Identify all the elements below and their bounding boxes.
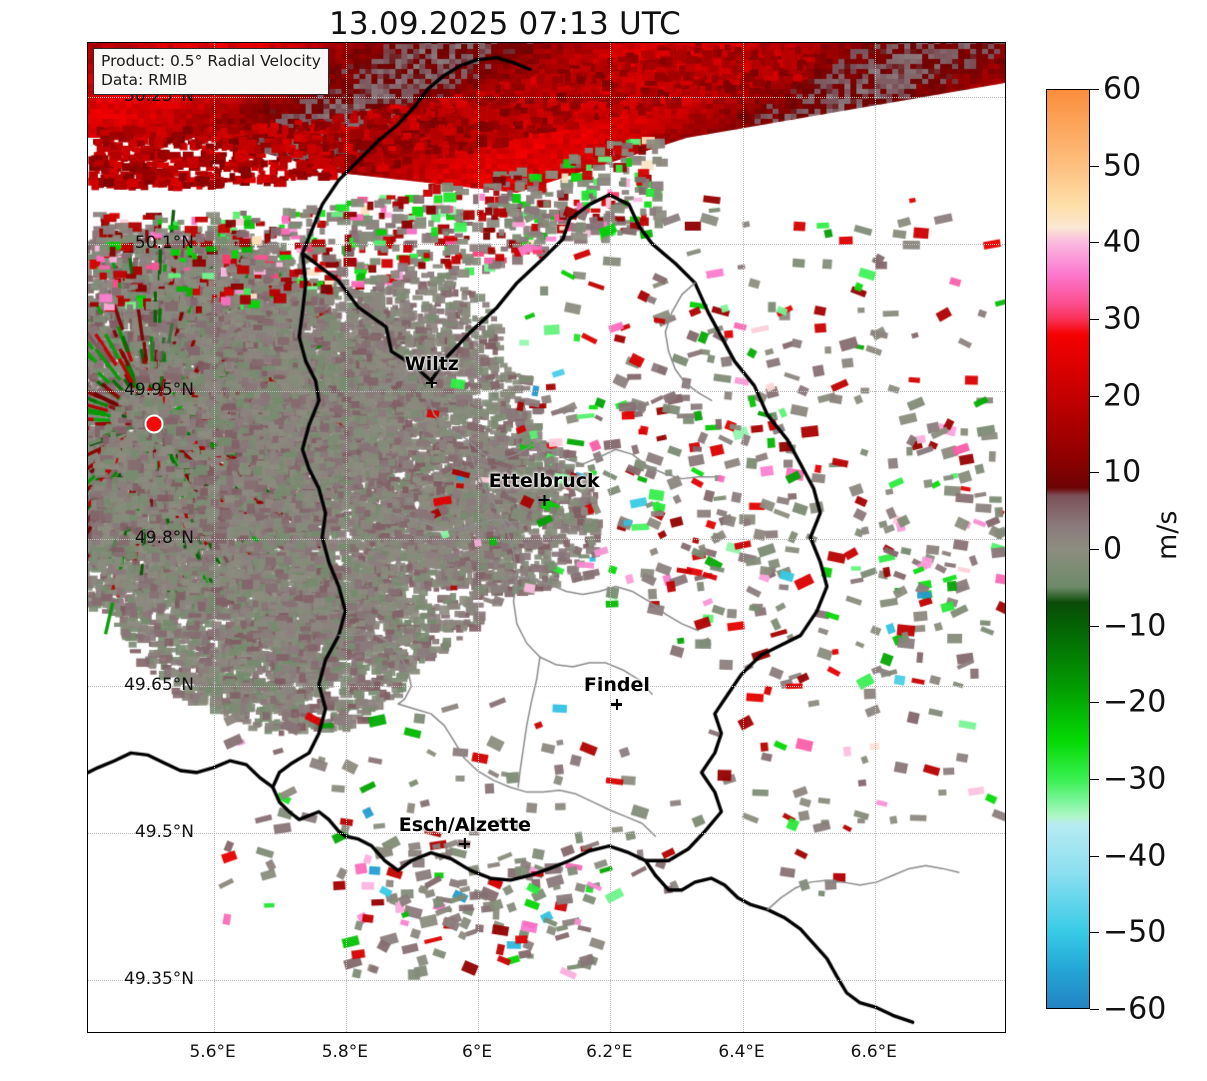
radar-site-marker[interactable] bbox=[144, 414, 164, 434]
colorbar-tick-label: 20 bbox=[1103, 378, 1142, 414]
gridline-lat-2 bbox=[88, 391, 1005, 393]
gridline-lon-3 bbox=[610, 43, 612, 1032]
gridline-lat-5 bbox=[88, 832, 1005, 834]
colorbar-tick bbox=[1090, 89, 1099, 90]
city-label-wiltz: Wiltz bbox=[405, 353, 459, 390]
city-name: Esch/Alzette bbox=[398, 813, 531, 836]
colorbar-tick-label: 0 bbox=[1103, 531, 1123, 567]
info-product-line: Product: 0.5° Radial Velocity bbox=[101, 52, 321, 70]
colorbar-tick bbox=[1090, 625, 1099, 627]
city-cross-icon bbox=[405, 376, 459, 390]
gridline-lon-4 bbox=[742, 43, 744, 1032]
x-axis-tick-label: 5.6°E bbox=[189, 1042, 236, 1062]
city-label-ettelbruck: Ettelbruck bbox=[489, 470, 600, 507]
colorbar-tick bbox=[1090, 702, 1099, 704]
gridline-lon-2 bbox=[478, 43, 480, 1032]
gridline-lon-5 bbox=[874, 43, 876, 1032]
y-axis-tick-label: 50.1°N bbox=[134, 233, 194, 254]
y-axis-tick-label: 49.8°N bbox=[134, 527, 194, 548]
x-axis-tick-label: 6.2°E bbox=[586, 1042, 633, 1062]
colorbar-unit-label: m/s bbox=[1152, 510, 1183, 560]
x-axis-tick-label: 6.6°E bbox=[850, 1042, 897, 1062]
colorbar-tick bbox=[1090, 319, 1099, 320]
x-axis-tick-label: 6.4°E bbox=[718, 1042, 765, 1062]
colorbar-tick-label: 50 bbox=[1103, 148, 1142, 184]
colorbar: 60 50 40 30 20 10 0 −10 −20 −30 −40 −50 −60 bbox=[1046, 72, 1166, 1027]
y-axis-tick-label: 49.65°N bbox=[124, 674, 194, 695]
x-axis-tick-label: 6°E bbox=[462, 1042, 493, 1062]
colorbar-gradient bbox=[1046, 89, 1090, 1009]
x-axis-tick-label: 5.8°E bbox=[321, 1042, 368, 1062]
city-name: Ettelbruck bbox=[488, 470, 600, 493]
gridline-lon-1 bbox=[345, 43, 347, 1032]
colorbar-tick-label: 30 bbox=[1103, 301, 1142, 337]
city-cross-icon bbox=[489, 493, 600, 507]
gridline-lat-1 bbox=[88, 244, 1005, 246]
colorbar-tick-label: 60 bbox=[1103, 71, 1142, 107]
colorbar-tick bbox=[1090, 395, 1099, 397]
city-cross-icon bbox=[399, 837, 531, 851]
page-title: 13.09.2025 07:13 UTC bbox=[329, 6, 681, 42]
info-data-line: Data: RMIB bbox=[101, 71, 188, 89]
colorbar-tick bbox=[1090, 549, 1099, 550]
colorbar-tick bbox=[1090, 932, 1099, 934]
gridline-lat-0 bbox=[88, 96, 1005, 98]
colorbar-tick bbox=[1090, 1009, 1099, 1010]
gridline-lat-6 bbox=[88, 980, 1005, 982]
gridline-lat-3 bbox=[88, 538, 1005, 540]
colorbar-tick bbox=[1090, 165, 1099, 167]
y-axis-tick-label: 49.95°N bbox=[124, 380, 194, 401]
gridline-lat-4 bbox=[88, 685, 1005, 687]
colorbar-tick-label: −60 bbox=[1103, 991, 1167, 1027]
product-info-box: Product: 0.5° Radial Velocity Data: RMIB bbox=[93, 48, 329, 95]
radar-velocity-field bbox=[88, 43, 1005, 1032]
colorbar-tick bbox=[1090, 855, 1099, 857]
y-axis-tick-label: 49.35°N bbox=[124, 969, 194, 990]
colorbar-tick-label: 10 bbox=[1103, 454, 1142, 490]
gridline-lon-0 bbox=[213, 43, 215, 1032]
colorbar-tick-label: 40 bbox=[1103, 224, 1142, 260]
city-cross-icon bbox=[584, 697, 650, 711]
colorbar-tick-label: −10 bbox=[1103, 608, 1167, 644]
colorbar-tick bbox=[1090, 242, 1099, 244]
colorbar-tick bbox=[1090, 779, 1099, 780]
radar-map-plot[interactable]: Product: 0.5° Radial Velocity Data: RMIB… bbox=[87, 42, 1006, 1033]
colorbar-tick-label: −30 bbox=[1103, 761, 1167, 797]
colorbar-tick-label: −50 bbox=[1103, 914, 1167, 950]
city-name: Findel bbox=[583, 674, 650, 697]
city-label-findel: Findel bbox=[584, 674, 650, 711]
city-label-esch-alzette: Esch/Alzette bbox=[399, 814, 531, 851]
y-axis-tick-label: 49.5°N bbox=[134, 821, 194, 842]
colorbar-tick bbox=[1090, 472, 1099, 474]
city-name: Wiltz bbox=[404, 352, 459, 375]
colorbar-tick-label: −20 bbox=[1103, 684, 1167, 720]
colorbar-tick-label: −40 bbox=[1103, 838, 1167, 874]
